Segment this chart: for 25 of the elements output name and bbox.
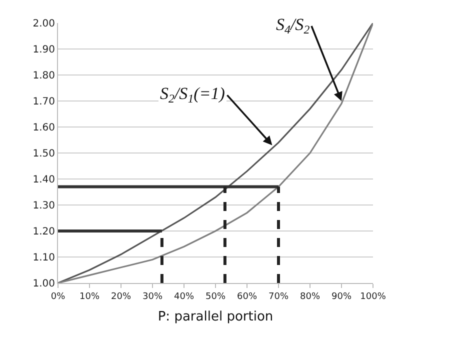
y-tick-label: 1.70	[32, 96, 55, 108]
x-tick-label: 70%	[268, 292, 289, 302]
y-tick-label: 1.30	[32, 200, 55, 212]
x-axis-title: P: parallel portion	[158, 309, 274, 324]
x-tick-label: 90%	[331, 292, 352, 302]
y-tick-label: 1.10	[32, 252, 55, 264]
x-tick-label: 60%	[236, 292, 258, 302]
x-tick-label: 30%	[142, 292, 163, 302]
x-tick-label: 20%	[110, 292, 132, 302]
x-tick-label: 40%	[174, 292, 194, 302]
annotation: S$_{2}$/S$_{1}$(=1)	[160, 84, 226, 106]
x-tick-label: 0%	[50, 292, 66, 302]
annotation: S$_{4}$/S$_{2}$	[276, 15, 310, 37]
x-tick-label: 100%	[360, 292, 386, 302]
x-tick-label: 10%	[79, 292, 100, 302]
y-tick-label: 1.50	[32, 148, 55, 160]
x-tick-label: 80%	[300, 292, 320, 302]
y-tick-label: 1.60	[32, 122, 55, 134]
x-tick-label: 50%	[205, 292, 226, 302]
y-tick-label: 1.80	[32, 70, 55, 82]
y-tick-label: 1.20	[32, 226, 55, 238]
y-tick-label: 1.40	[32, 174, 55, 186]
y-tick-label: 1.00	[32, 278, 55, 290]
y-tick-label: 1.90	[32, 44, 55, 56]
y-tick-label: 2.00	[32, 18, 55, 30]
